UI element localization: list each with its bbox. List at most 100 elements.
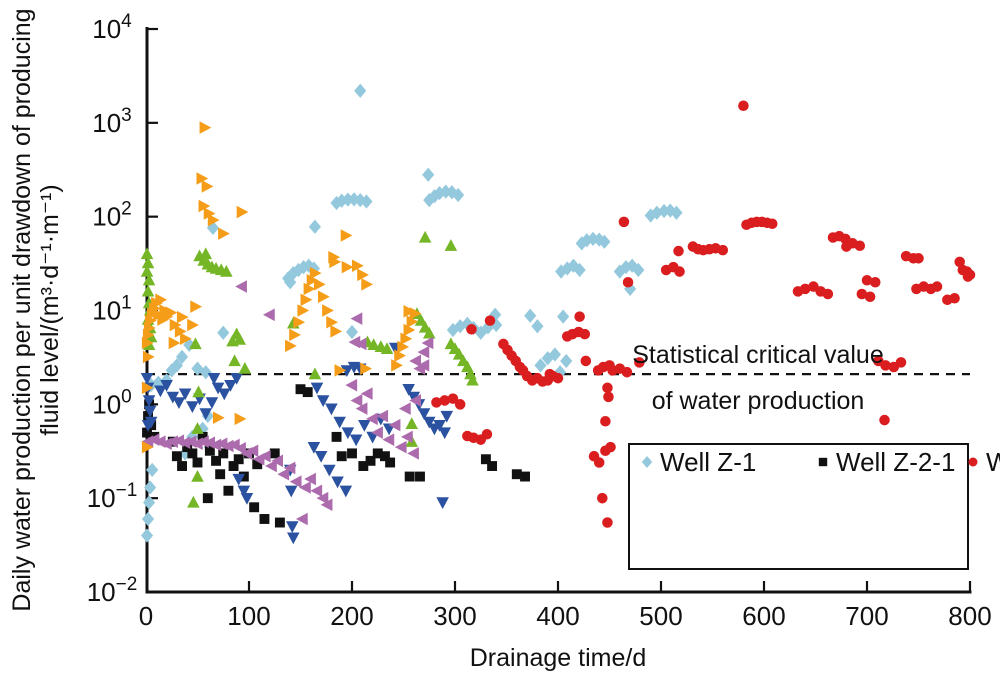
data-point xyxy=(376,409,389,423)
data-point xyxy=(233,332,246,345)
data-point xyxy=(548,347,561,362)
data-point xyxy=(560,353,573,369)
data-point xyxy=(204,445,215,456)
data-point xyxy=(217,325,230,340)
data-point xyxy=(466,324,477,335)
data-point xyxy=(350,312,363,325)
data-point xyxy=(141,284,155,297)
data-point xyxy=(187,495,200,508)
data-point xyxy=(422,326,436,339)
data-point xyxy=(295,512,308,526)
data-point xyxy=(621,366,633,378)
data-point xyxy=(347,448,357,459)
data-point xyxy=(211,455,221,466)
circle-icon xyxy=(968,457,978,467)
data-point xyxy=(263,308,275,322)
data-point xyxy=(602,517,613,528)
data-point xyxy=(199,408,213,421)
data-point xyxy=(371,426,383,439)
data-point xyxy=(352,259,364,273)
data-point xyxy=(310,382,324,395)
data-point xyxy=(142,350,155,364)
legend-label: Well Z-2-2 xyxy=(986,446,1000,477)
data-point xyxy=(155,293,168,307)
data-point xyxy=(302,387,313,398)
data-point xyxy=(207,213,220,227)
data-point xyxy=(178,388,192,401)
data-point xyxy=(289,328,301,342)
data-point xyxy=(277,467,290,481)
data-point xyxy=(575,236,588,251)
data-point xyxy=(403,305,416,318)
data-point xyxy=(605,441,616,453)
data-point xyxy=(418,230,432,243)
data-point xyxy=(644,208,657,223)
x-tick-label: 200 xyxy=(330,601,373,631)
data-point xyxy=(717,244,729,256)
data-point xyxy=(331,476,344,489)
data-point xyxy=(220,264,233,277)
data-point xyxy=(142,273,156,286)
data-point xyxy=(141,381,154,395)
data-point xyxy=(299,481,311,494)
data-point xyxy=(400,332,413,346)
data-point xyxy=(140,264,154,277)
data-point xyxy=(931,281,943,292)
data-point xyxy=(541,351,554,366)
data-point xyxy=(285,521,299,534)
data-point xyxy=(367,338,380,351)
data-point xyxy=(198,199,211,213)
legend-marker xyxy=(968,457,978,467)
legend-label: Well Z-2-1 xyxy=(836,446,956,477)
critical-value-annotation: Statistical critical value of water prod… xyxy=(600,332,916,424)
y-axis-label: Daily water production per unit drawdown… xyxy=(8,0,64,630)
data-point xyxy=(197,435,209,448)
data-point xyxy=(520,471,530,482)
data-point xyxy=(350,394,363,407)
y-tick-label: 103 xyxy=(92,105,132,138)
data-point xyxy=(766,218,778,230)
data-point xyxy=(203,207,216,220)
data-point xyxy=(431,397,442,408)
x-tick-label: 400 xyxy=(536,601,579,631)
data-point xyxy=(235,280,247,293)
data-point xyxy=(308,367,322,380)
data-point xyxy=(209,438,222,452)
data-point xyxy=(141,420,155,432)
data-point xyxy=(297,304,310,317)
data-point xyxy=(199,247,213,260)
data-point xyxy=(334,364,347,377)
data-point xyxy=(175,349,189,365)
data-point xyxy=(524,308,537,323)
data-point xyxy=(300,293,313,307)
data-point xyxy=(511,469,522,480)
x-tick-label: 100 xyxy=(227,601,270,631)
data-point xyxy=(670,205,683,220)
data-point xyxy=(252,459,263,470)
data-point xyxy=(597,492,608,504)
data-point xyxy=(207,373,221,385)
data-point xyxy=(534,358,547,373)
data-point xyxy=(422,167,435,182)
diamond-icon xyxy=(641,455,653,469)
data-point xyxy=(221,439,234,453)
data-point xyxy=(238,362,252,374)
data-point xyxy=(398,402,411,415)
data-point xyxy=(436,497,449,510)
data-point xyxy=(215,469,226,480)
data-point xyxy=(574,311,585,322)
legend-marker xyxy=(641,455,653,469)
data-point xyxy=(417,359,430,372)
data-point xyxy=(487,461,498,471)
data-point xyxy=(438,427,451,440)
data-point xyxy=(295,384,306,395)
data-point xyxy=(447,393,459,404)
annotation-line2: of water production xyxy=(651,387,865,415)
data-point xyxy=(142,395,156,408)
annotation-line1: Statistical critical value xyxy=(632,341,884,369)
series-well-z-3 xyxy=(141,280,434,526)
data-point xyxy=(345,324,359,340)
data-point xyxy=(223,485,234,496)
